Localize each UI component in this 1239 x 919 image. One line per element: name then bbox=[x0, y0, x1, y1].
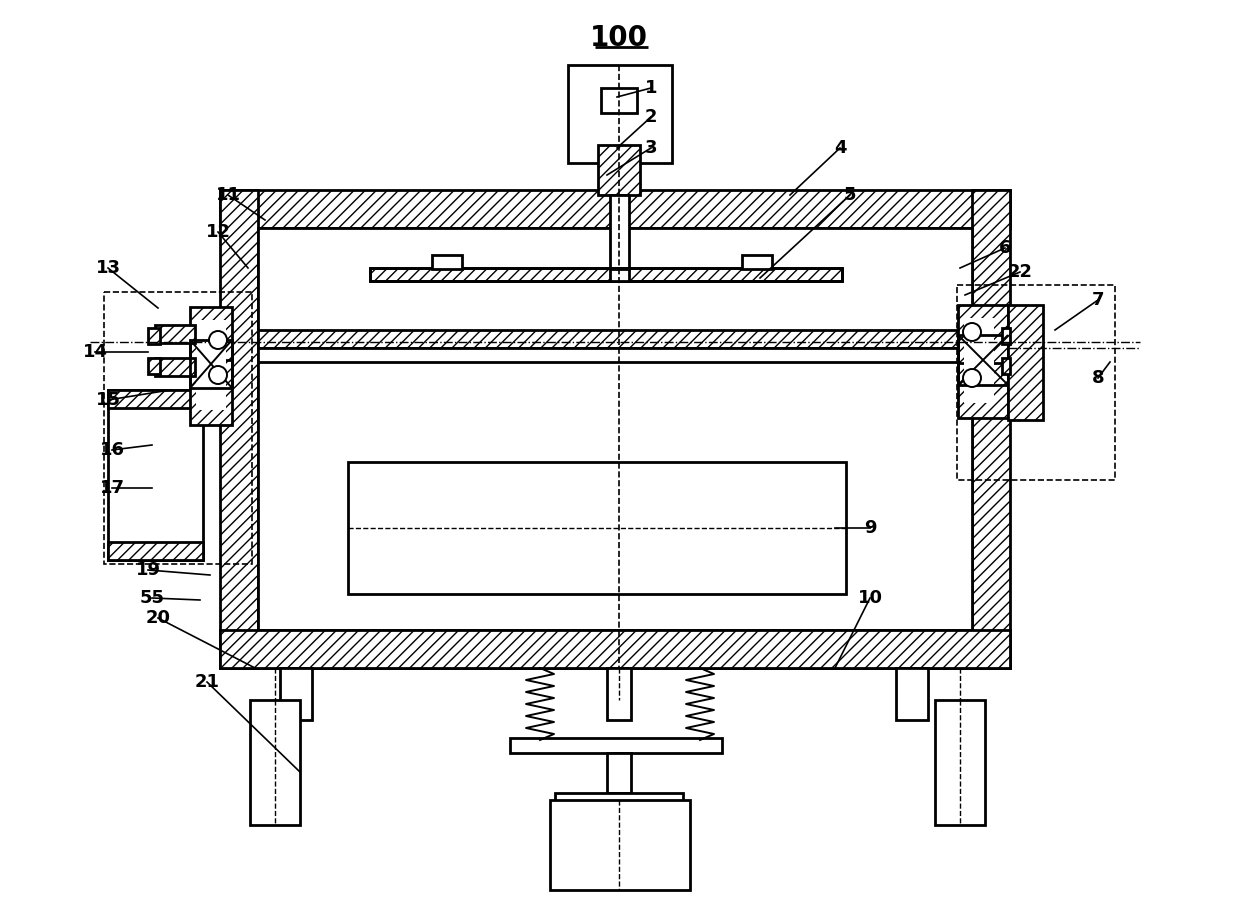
Bar bbox=[370, 268, 843, 281]
Bar bbox=[598, 145, 641, 195]
Text: 55: 55 bbox=[140, 589, 165, 607]
Bar bbox=[964, 318, 994, 403]
Bar bbox=[432, 255, 462, 269]
Bar bbox=[250, 700, 300, 825]
Text: 8: 8 bbox=[1092, 369, 1104, 387]
Bar bbox=[550, 800, 690, 890]
Bar bbox=[607, 753, 631, 793]
Text: 17: 17 bbox=[99, 479, 124, 497]
Bar bbox=[607, 668, 631, 720]
Bar bbox=[957, 285, 1115, 480]
Bar bbox=[155, 358, 195, 376]
Bar bbox=[958, 363, 1009, 418]
Circle shape bbox=[209, 366, 227, 384]
Bar bbox=[196, 320, 225, 410]
Bar bbox=[958, 305, 1009, 365]
Bar bbox=[555, 793, 683, 813]
Bar bbox=[935, 700, 985, 825]
Bar bbox=[258, 228, 973, 630]
Bar bbox=[221, 630, 1010, 668]
Text: 11: 11 bbox=[216, 186, 240, 204]
Bar bbox=[221, 630, 1010, 668]
Bar bbox=[610, 195, 629, 270]
Text: 1: 1 bbox=[644, 79, 657, 97]
Text: 9: 9 bbox=[864, 519, 876, 537]
Bar bbox=[348, 462, 846, 594]
Bar bbox=[221, 190, 1010, 228]
Bar bbox=[280, 668, 312, 720]
Text: 100: 100 bbox=[590, 24, 648, 52]
Bar bbox=[601, 88, 637, 113]
Text: 3: 3 bbox=[644, 139, 657, 157]
Bar bbox=[1002, 328, 1010, 344]
Bar bbox=[258, 348, 973, 362]
Text: 13: 13 bbox=[95, 259, 120, 277]
Bar bbox=[973, 190, 1010, 668]
Bar bbox=[896, 668, 928, 720]
Bar bbox=[258, 330, 973, 348]
Text: 15: 15 bbox=[95, 391, 120, 409]
Bar bbox=[190, 307, 232, 372]
Text: 21: 21 bbox=[195, 673, 219, 691]
Bar bbox=[958, 335, 1009, 385]
Bar bbox=[1002, 358, 1010, 374]
Bar bbox=[108, 542, 203, 560]
Bar bbox=[510, 738, 722, 753]
Text: 4: 4 bbox=[834, 139, 846, 157]
Bar bbox=[610, 269, 629, 281]
Bar bbox=[370, 268, 843, 281]
Bar bbox=[147, 358, 160, 374]
Circle shape bbox=[209, 331, 227, 349]
Text: 22: 22 bbox=[1007, 263, 1032, 281]
Bar bbox=[1009, 305, 1043, 420]
Bar bbox=[155, 325, 195, 343]
Text: 20: 20 bbox=[145, 609, 171, 627]
Bar bbox=[108, 390, 203, 408]
Bar bbox=[190, 340, 232, 388]
Bar bbox=[221, 190, 258, 668]
Text: 10: 10 bbox=[857, 589, 882, 607]
Bar bbox=[742, 255, 772, 269]
Text: 14: 14 bbox=[83, 343, 108, 361]
Bar bbox=[108, 390, 203, 560]
Text: 6: 6 bbox=[999, 239, 1011, 257]
Text: 2: 2 bbox=[644, 108, 657, 126]
Bar bbox=[147, 328, 160, 344]
Text: 16: 16 bbox=[99, 441, 124, 459]
Text: 5: 5 bbox=[844, 186, 856, 204]
Bar bbox=[104, 292, 252, 564]
Circle shape bbox=[963, 369, 981, 387]
Text: 12: 12 bbox=[206, 223, 230, 241]
Bar bbox=[567, 65, 672, 163]
Bar bbox=[190, 360, 232, 425]
Text: 19: 19 bbox=[135, 561, 161, 579]
Circle shape bbox=[963, 323, 981, 341]
Text: 7: 7 bbox=[1092, 291, 1104, 309]
